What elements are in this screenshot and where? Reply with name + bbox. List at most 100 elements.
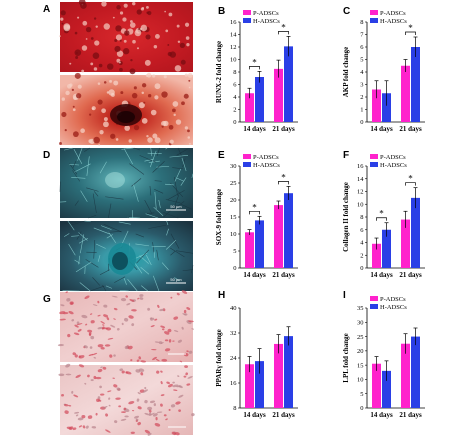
mineral-core [117, 111, 135, 123]
lipid-droplet [114, 420, 118, 424]
stain-spot [93, 136, 100, 144]
stain-spot [113, 80, 119, 86]
lipid-droplet [92, 304, 98, 306]
lipid-droplet [165, 418, 168, 421]
stain-spot [144, 59, 151, 66]
fiber-strand [106, 234, 113, 239]
lipid-droplet [120, 297, 127, 302]
fiber-strand [114, 276, 126, 283]
fiber-strand [149, 186, 152, 196]
bar-h-adscs [382, 93, 391, 122]
fiber-strand [127, 215, 130, 219]
stain-spot [95, 25, 98, 28]
fiber-strand [72, 161, 77, 168]
stain-spot [130, 58, 133, 62]
lipid-droplet [83, 345, 88, 349]
y-axis-label: PPARγ fold change [215, 329, 223, 387]
lipid-droplet [113, 307, 118, 311]
stain-spot [82, 20, 88, 26]
y-tick-label: 6 [360, 44, 364, 51]
lipid-droplet [100, 321, 105, 324]
stain-spot [65, 90, 70, 96]
y-axis-label: AKP fold change [342, 47, 350, 98]
lipid-droplet [156, 411, 163, 413]
lipid-droplet [88, 332, 92, 335]
lipid-droplet [188, 320, 194, 323]
lipid-droplet [78, 425, 83, 428]
y-tick-label: 32 [230, 330, 237, 337]
stain-spot [179, 42, 186, 48]
lipid-droplet [136, 398, 140, 402]
stain-spot [123, 3, 128, 8]
bar-h-adscs [255, 77, 264, 122]
significance-star: * [252, 57, 257, 67]
category-label: 21 days [272, 271, 295, 279]
bar-h-adscs [411, 336, 420, 408]
lipid-droplet [160, 394, 165, 397]
stain-spot [146, 5, 149, 9]
stain-spot [152, 133, 158, 139]
lipid-droplet [73, 394, 79, 398]
stain-spot [63, 23, 71, 30]
fiber-strand [165, 239, 177, 250]
lipid-droplet [178, 409, 182, 412]
lipid-droplet [84, 295, 90, 300]
fiber-strand [105, 285, 113, 289]
y-tick-label: 20 [357, 348, 364, 355]
y-tick-label: 35 [357, 305, 364, 312]
y-tick-label: 4 [233, 94, 237, 101]
fiber-strand [153, 275, 160, 292]
y-tick-label: 30 [357, 319, 364, 326]
stain-spot [116, 50, 124, 57]
lipid-droplet [111, 295, 118, 298]
lipid-droplet [100, 393, 105, 396]
fiber-strand [182, 158, 186, 168]
lipid-droplet [182, 313, 186, 316]
y-tick-label: 16 [230, 19, 237, 26]
fiber-strand [88, 214, 97, 219]
lipid-droplet [139, 297, 144, 300]
legend-label: H-ADSCs [253, 18, 280, 25]
fiber-strand [89, 285, 105, 292]
stain-spot [180, 59, 186, 65]
legend-label: P-ADSCs [380, 154, 406, 161]
fiber-strand [93, 191, 99, 197]
stain-spot [60, 17, 64, 21]
significance-star: * [408, 174, 413, 184]
y-tick-label: 25 [357, 334, 364, 341]
stain-spot [93, 67, 98, 71]
stain-spot [106, 91, 110, 94]
lipid-droplet [66, 426, 72, 430]
lipid-droplet [137, 421, 141, 426]
stain-spot [72, 105, 75, 108]
lipid-droplet [173, 316, 179, 320]
lipid-droplet [191, 328, 195, 330]
significance-bracket [405, 182, 416, 186]
fiber-strand [149, 150, 157, 168]
legend-swatch [243, 154, 251, 159]
stain-spot [85, 26, 92, 33]
stain-spot [123, 48, 130, 55]
stain-spot [187, 72, 193, 78]
lipid-droplet [185, 372, 189, 376]
panel-letter-H: H [218, 290, 225, 301]
fiber-strand [165, 199, 181, 204]
lipid-droplet [116, 387, 121, 391]
lipid-droplet [147, 406, 153, 411]
panel-letter-D: D [43, 150, 50, 161]
y-tick-label: 8 [360, 19, 363, 26]
fiber-strand [129, 163, 145, 175]
lipid-droplet [149, 400, 156, 404]
stain-spot [64, 129, 67, 132]
legend-swatch [370, 162, 378, 167]
lipid-droplet [107, 390, 112, 393]
fiber-strand [64, 221, 79, 224]
stain-spot [123, 39, 127, 43]
stain-spot [78, 0, 86, 6]
stain-spot [187, 129, 190, 133]
lipid-droplet [128, 401, 135, 405]
stain-spot [136, 9, 142, 15]
lipid-droplet [113, 354, 116, 357]
lipid-droplet [181, 290, 188, 294]
